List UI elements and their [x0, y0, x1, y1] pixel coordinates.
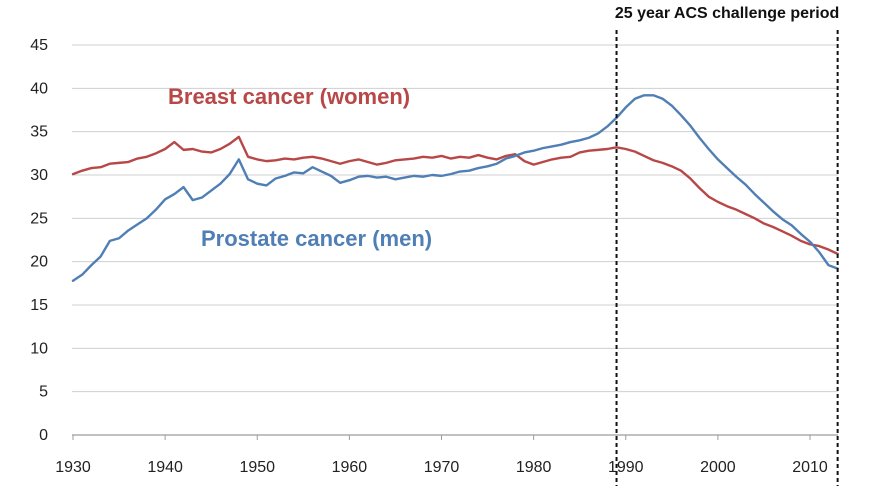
y-tick-label-0: 0	[39, 427, 48, 444]
y-tick-label-20: 20	[30, 254, 48, 271]
prostate-cancer-series-line	[71, 94, 839, 282]
axis-layer: 0 5 10 15 20 25 30 35 40 45 1930 1940 1950 1960 1970 19…	[30, 37, 838, 476]
x-tick-label-1950: 1950	[239, 459, 275, 476]
y-tick-label-15: 15	[30, 297, 48, 314]
challenge-period-label: 25 year ACS challenge period	[615, 5, 839, 22]
series-layer: Breast cancer (women) Prostate cancer (me…	[71, 84, 839, 282]
x-tick-label-2000: 2000	[700, 459, 736, 476]
y-tick-label-45: 45	[30, 37, 48, 54]
prostate-cancer-series-label: Prostate cancer (men)	[201, 226, 432, 251]
x-tick-label-2010: 2010	[792, 459, 828, 476]
x-tick-label-1990: 1990	[608, 459, 644, 476]
y-tick-label-30: 30	[30, 167, 48, 184]
y-tick-label-10: 10	[30, 340, 48, 357]
y-tick-label-40: 40	[30, 80, 48, 97]
breast-cancer-series-label: Breast cancer (women)	[168, 84, 410, 109]
y-tick-label-25: 25	[30, 210, 48, 227]
x-tick-label-1930: 1930	[55, 459, 91, 476]
x-tick-label-1940: 1940	[147, 459, 183, 476]
grid-layer	[72, 44, 838, 436]
x-tick-label-1980: 1980	[516, 459, 552, 476]
x-tick-label-1970: 1970	[424, 459, 460, 476]
y-tick-label-35: 35	[30, 124, 48, 141]
y-tick-label-5: 5	[39, 384, 48, 401]
annotation-layer: 25 year ACS challenge period	[615, 5, 839, 486]
x-tick-label-1960: 1960	[332, 459, 368, 476]
breast-cancer-series-line	[71, 135, 839, 256]
